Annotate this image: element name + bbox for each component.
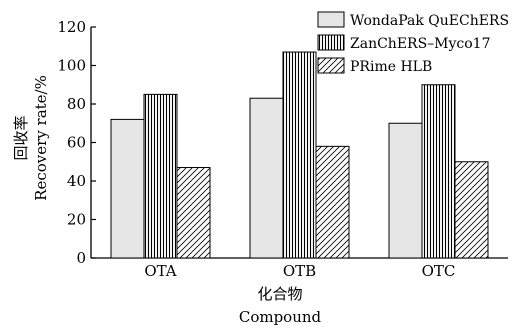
- x-axis-title-en: Compound: [239, 308, 322, 326]
- x-tick-label: OTA: [144, 262, 176, 280]
- bars: [110, 51, 489, 259]
- y-axis-title-en: Recovery rate/%: [32, 75, 50, 201]
- legend-swatch-2: [317, 34, 345, 51]
- bar-otc-series-1: [388, 122, 423, 259]
- y-tick-label: 80: [67, 95, 86, 113]
- x-axis-title-cn: 化合物: [257, 285, 302, 303]
- legend-swatch-1: [317, 11, 345, 28]
- legend-label-3: PRime HLB: [350, 59, 432, 75]
- y-tick-label: 120: [57, 18, 86, 36]
- bar-otc-series-2: [421, 84, 456, 259]
- y-tick-label: 100: [57, 57, 86, 75]
- bar-ota-series-1: [110, 118, 145, 259]
- x-tick-label: OTB: [283, 262, 316, 280]
- y-tick-label: 60: [67, 134, 86, 152]
- bar-otb-series-3: [315, 145, 350, 259]
- y-axis-title-cn: 回收率: [12, 115, 30, 160]
- x-tick-label: OTC: [422, 262, 456, 280]
- bar-ota-series-3: [176, 167, 211, 259]
- legend: WondaPak QuEChERS ZanChERS–Myco17 PRime HL…: [317, 11, 509, 75]
- y-axis: 0 20 40 60 80 100 120: [57, 18, 96, 267]
- y-tick-label: 40: [67, 172, 86, 190]
- legend-swatch-3: [317, 57, 345, 74]
- y-tick-label: 0: [76, 249, 86, 267]
- legend-label-1: WondaPak QuEChERS: [350, 13, 509, 29]
- bar-otc-series-3: [454, 161, 489, 259]
- legend-label-2: ZanChERS–Myco17: [350, 36, 491, 52]
- bar-ota-series-2: [143, 93, 178, 259]
- bar-otb-series-1: [249, 97, 284, 259]
- y-tick-label: 20: [67, 211, 86, 229]
- bar-otb-series-2: [282, 51, 317, 259]
